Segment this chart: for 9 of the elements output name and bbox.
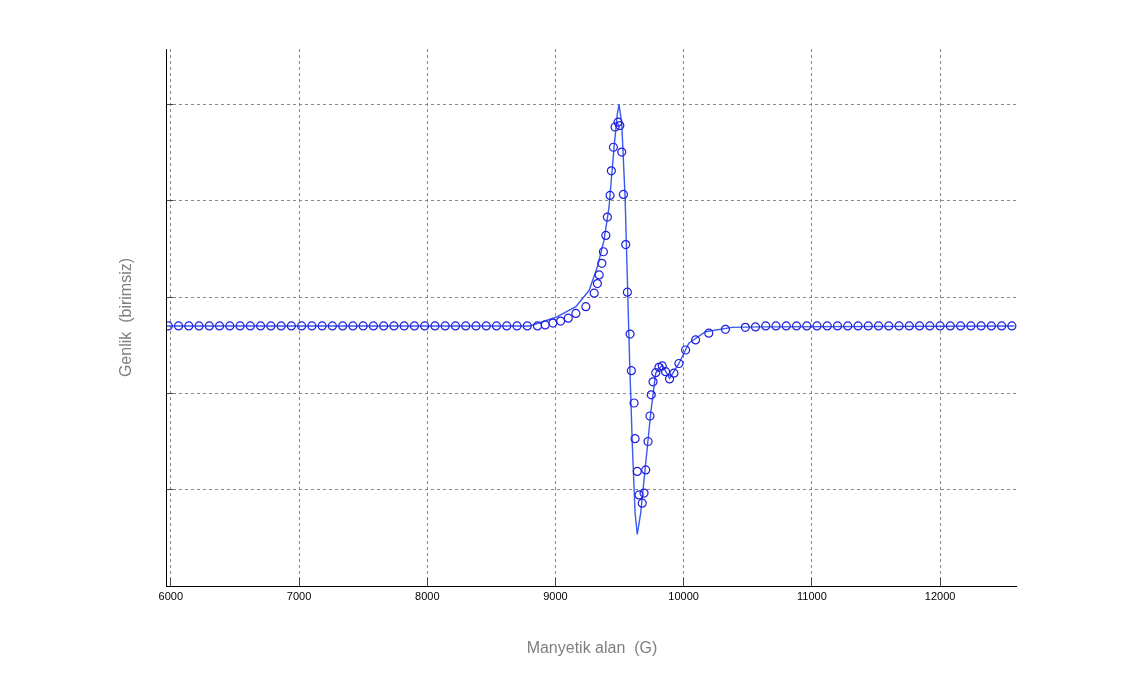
x-tick-label: 11000: [796, 590, 827, 603]
y-axis-title: Genlik (birimsiz): [116, 257, 134, 378]
x-tick-label: 9000: [543, 590, 568, 603]
x-axis-title: Manyetik alan (G): [526, 638, 658, 656]
x-tick-label: 7000: [286, 590, 312, 603]
x-tick-label: 8000: [415, 590, 440, 603]
x-tick-label: 10000: [668, 590, 699, 603]
x-tick-label: 6000: [158, 590, 184, 603]
x-tick-label: 12000: [924, 590, 956, 603]
